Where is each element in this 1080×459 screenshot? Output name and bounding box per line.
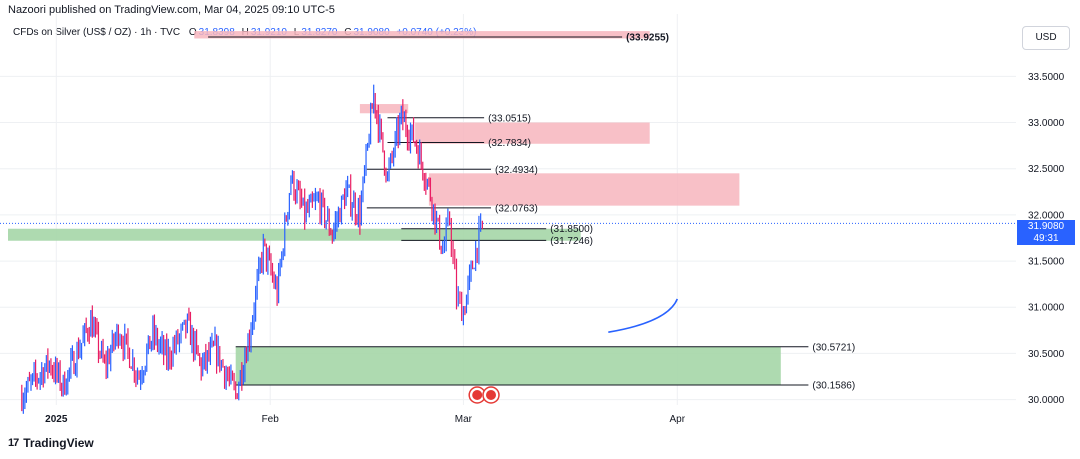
publisher-line: Nazoori published on TradingView.com, Ma… [8, 4, 335, 16]
symbol-name[interactable]: CFDs on Silver (US$ / OZ) · 1h · TVC [13, 27, 181, 38]
level-label-6: (31.7246) [550, 236, 593, 247]
axes-layer: 33.5000 33.0000 32.5000 32.0000 31.5000 31.00… [45, 72, 1064, 425]
level-label-8: (30.1586) [812, 380, 855, 391]
demand-zone-4 [8, 228, 581, 241]
us-flag-icon-center-1 [486, 390, 496, 400]
us-flag-icon-center-0 [472, 390, 483, 400]
candles-layer [21, 84, 483, 414]
y-tick-label-5: 31.0000 [1028, 303, 1065, 314]
level-label-3: (32.4934) [495, 165, 538, 176]
level-label-0: (33.9255) [626, 33, 669, 44]
levels-layer: (33.9255) (33.0515) (32.7834) (32.4934) (32.… [208, 33, 855, 391]
x-tick-label-2: Mar [455, 414, 473, 425]
x-tick-label-0: 2025 [45, 414, 68, 425]
supply-zone-2 [415, 122, 650, 144]
y-tick-label-3: 32.0000 [1028, 210, 1065, 221]
x-tick-label-3: Apr [670, 414, 686, 425]
y-tick-label-7: 30.0000 [1028, 395, 1065, 406]
level-label-2: (32.7834) [488, 138, 531, 149]
level-label-5: (31.8500) [550, 224, 593, 235]
y-tick-label-6: 30.5000 [1028, 349, 1065, 360]
y-tick-label-0: 33.5000 [1028, 72, 1065, 83]
y-tick-label-2: 32.5000 [1028, 164, 1065, 175]
supply-zone-1 [359, 104, 409, 114]
tradingview-logo-icon: 17 [8, 437, 19, 449]
projection-curve [608, 298, 679, 333]
last-price-value: 31.9080 [1027, 221, 1065, 232]
level-label-7: (30.5721) [812, 342, 855, 353]
currency-button[interactable]: USD [1022, 26, 1070, 50]
zones-layer [8, 31, 781, 385]
x-tick-label-1: Feb [262, 414, 280, 425]
level-label-4: (32.0763) [495, 203, 538, 214]
tradingview-brand[interactable]: 17 TradingView [8, 436, 94, 450]
supply-zone-3 [428, 173, 740, 206]
demand-zone-5 [235, 346, 781, 385]
bar-countdown: 49:31 [1033, 233, 1059, 244]
y-tick-label-4: 31.5000 [1028, 257, 1065, 268]
y-tick-label-1: 33.0000 [1028, 118, 1065, 129]
supply-zone-0 [194, 31, 650, 39]
overlay-layer [0, 222, 1016, 404]
level-label-1: (33.0515) [488, 113, 531, 124]
last-price-tag: 31.9080 49:31 [1017, 220, 1075, 245]
brand-name: TradingView [23, 436, 94, 450]
open-label: O [188, 27, 197, 38]
